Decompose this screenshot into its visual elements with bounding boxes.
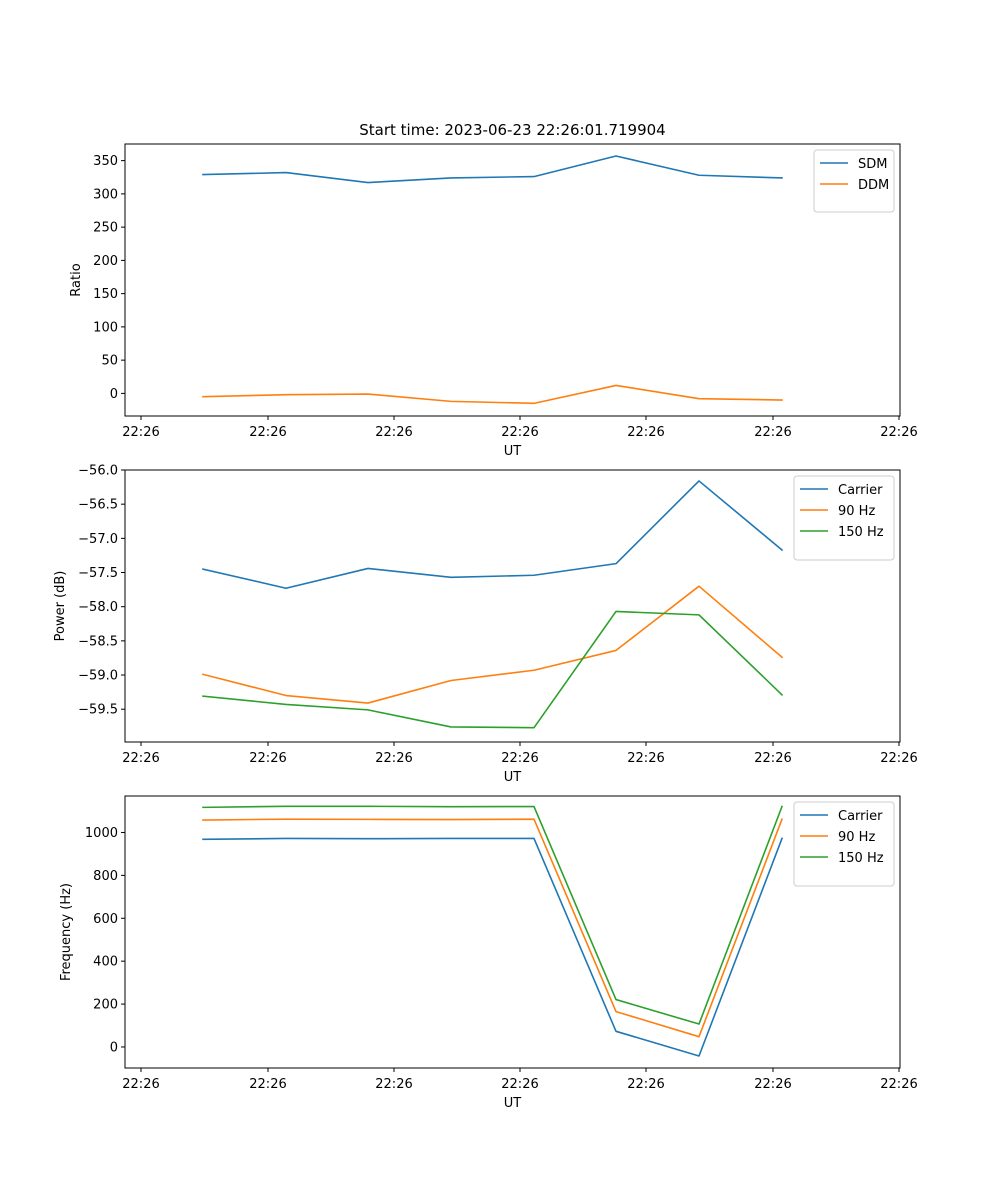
legend-label: 150 Hz <box>838 851 884 866</box>
legend: Carrier 90 Hz 150 Hz <box>793 475 895 561</box>
series-line-150-hz <box>202 610 784 729</box>
x-axis-label: UT <box>504 444 522 459</box>
series-line-sdm <box>202 155 783 184</box>
x-tick-label: 22:26 <box>122 1077 159 1092</box>
y-tick-label: −57.0 <box>78 532 118 547</box>
series-line-90-hz <box>202 585 784 704</box>
y-tick-label: 200 <box>93 254 118 269</box>
y-tick-label: 100 <box>93 320 118 335</box>
legend-box <box>793 475 895 561</box>
legend-label: 90 Hz <box>838 830 875 845</box>
x-tick-label: 22:26 <box>627 425 664 440</box>
y-tick-label: 0 <box>110 387 118 402</box>
x-axis-label: UT <box>504 770 522 785</box>
x-tick-label: 22:26 <box>501 751 538 766</box>
y-tick-label: 1000 <box>85 826 118 841</box>
x-tick-label: 22:26 <box>754 751 791 766</box>
y-tick-label: 50 <box>101 354 118 369</box>
y-tick-label: 200 <box>93 998 118 1013</box>
legend-label: DDM <box>858 178 889 193</box>
legend: Carrier 90 Hz 150 Hz <box>793 801 895 887</box>
x-tick-label: 22:26 <box>501 1077 538 1092</box>
chart-panel-1: Start time: 2023-06-23 22:26:01.719904 0 5… <box>69 121 918 459</box>
legend-box <box>793 801 895 887</box>
y-tick-label: −56.0 <box>78 464 118 479</box>
y-tick-label: −58.5 <box>78 634 118 649</box>
x-tick-label: 22:26 <box>375 1077 412 1092</box>
x-tick-label: 22:26 <box>122 751 159 766</box>
y-tick-label: −57.5 <box>78 566 118 581</box>
plot-frame <box>124 143 901 417</box>
legend-box <box>813 149 895 213</box>
x-tick-label: 22:26 <box>501 425 538 440</box>
x-axis-label: UT <box>504 1096 522 1111</box>
x-tick-label: 22:26 <box>375 751 412 766</box>
y-tick-label: −56.5 <box>78 498 118 513</box>
x-tick-label: 22:26 <box>880 751 917 766</box>
x-tick-label: 22:26 <box>880 1077 917 1092</box>
x-tick-label: 22:26 <box>249 751 286 766</box>
legend-label: 150 Hz <box>838 525 884 540</box>
x-tick-label: 22:26 <box>880 425 917 440</box>
x-tick-label: 22:26 <box>754 425 791 440</box>
x-tick-label: 22:26 <box>627 1077 664 1092</box>
legend-label: Carrier <box>838 809 883 824</box>
y-tick-label: 150 <box>93 287 118 302</box>
legend: SDM DDM <box>813 149 895 213</box>
x-tick-label: 22:26 <box>627 751 664 766</box>
plot-frame <box>124 469 901 743</box>
series-line-carrier <box>202 480 784 590</box>
y-tick-label: −58.0 <box>78 600 118 615</box>
y-tick-label: 400 <box>93 955 118 970</box>
series-line-90-hz <box>202 818 784 1038</box>
legend-label: Carrier <box>838 483 883 498</box>
y-tick-label: 300 <box>93 187 118 202</box>
legend-label: 90 Hz <box>838 504 875 519</box>
x-tick-label: 22:26 <box>249 425 286 440</box>
y-tick-label: 0 <box>110 1040 118 1055</box>
x-tick-label: 22:26 <box>122 425 159 440</box>
x-tick-label: 22:26 <box>375 425 412 440</box>
y-axis-label: Ratio <box>69 263 84 296</box>
y-tick-label: 350 <box>93 154 118 169</box>
x-tick-label: 22:26 <box>249 1077 286 1092</box>
plot-frame <box>124 795 901 1069</box>
y-axis-label: Power (dB) <box>53 571 68 642</box>
x-tick-label: 22:26 <box>754 1077 791 1092</box>
series-line-carrier <box>202 837 784 1057</box>
legend-label: SDM <box>858 157 887 172</box>
series-line-150-hz <box>202 805 784 1025</box>
y-tick-label: 600 <box>93 912 118 927</box>
y-tick-label: −59.5 <box>78 703 118 718</box>
chart-panel-2: −56.0 −56.5 −57.0 −57.5 −58.0 −58.5 −59.0 −59.5… <box>53 464 918 786</box>
y-axis-label: Frequency (Hz) <box>59 883 74 981</box>
chart-panel-3: 0 200 400 600 800 1000 22:26 22:26 22:26 22:26 22:… <box>59 795 918 1111</box>
y-tick-label: −59.0 <box>78 669 118 684</box>
y-tick-label: 800 <box>93 869 118 884</box>
series-line-ddm <box>202 384 783 405</box>
y-tick-label: 250 <box>93 221 118 236</box>
chart-title: Start time: 2023-06-23 22:26:01.719904 <box>359 121 665 139</box>
